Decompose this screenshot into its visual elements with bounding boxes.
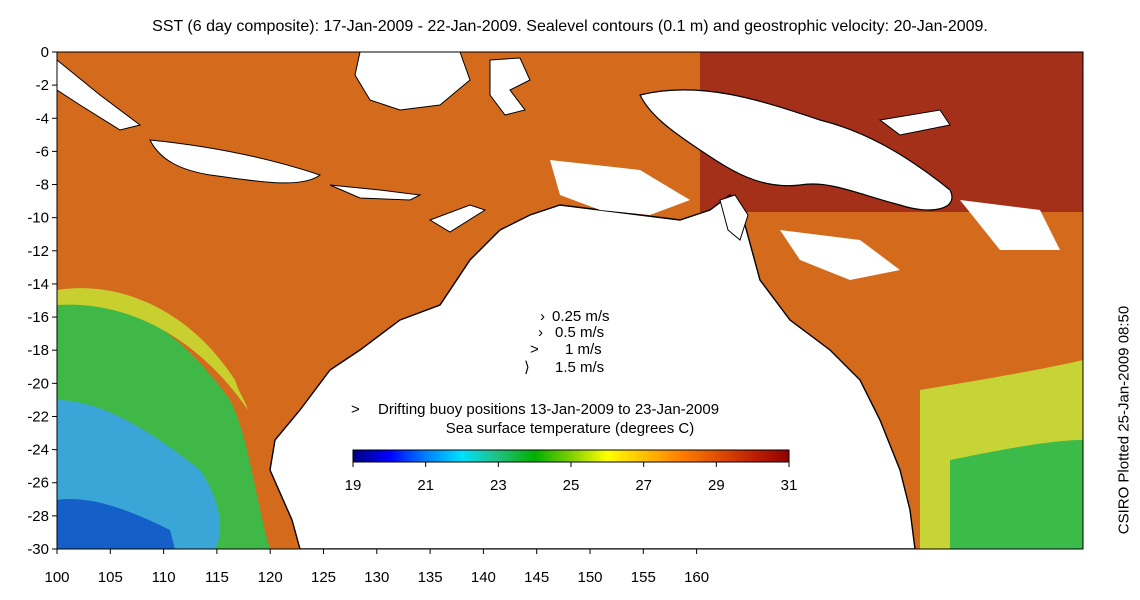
- x-tick-label: 155: [631, 569, 656, 586]
- x-tick-label: 145: [524, 569, 549, 586]
- x-tick-label: 125: [311, 569, 336, 586]
- velocity-label: 0.25 m/s: [552, 308, 610, 325]
- cloud-gap: [960, 200, 1060, 250]
- x-tick-label: 135: [418, 569, 443, 586]
- colorbar-tick-label: 19: [345, 477, 362, 494]
- velocity-label: 1 m/s: [565, 341, 602, 358]
- cloud-gap: [550, 160, 690, 215]
- sst-colorbar: Sea surface temperature (degrees C) 19 21…: [345, 420, 798, 494]
- x-tick-label: 160: [684, 569, 709, 586]
- timor-landmass: [428, 204, 487, 233]
- y-tick-label: -4: [36, 110, 49, 127]
- sumatra-landmass: [57, 59, 142, 131]
- lesser-sunda-islands: [329, 184, 422, 201]
- y-tick-label: -24: [27, 442, 49, 459]
- cloud-gap: [780, 230, 900, 280]
- colorbar-tick-label: 29: [708, 477, 725, 494]
- colorbar-tick-label: 23: [490, 477, 507, 494]
- x-axis: 100 105 110 115 120 125 130 135 140 145 150 155 160: [44, 549, 709, 586]
- velocity-arrow-glyph: ›: [538, 324, 543, 341]
- y-tick-label: -28: [27, 508, 49, 525]
- x-tick-label: 130: [364, 569, 389, 586]
- sea-surface-coldest-sw: [57, 499, 175, 549]
- borneo-landmass: [354, 52, 471, 111]
- y-tick-label: -12: [27, 243, 49, 260]
- y-tick-label: -14: [27, 276, 49, 293]
- colorbar-bar: [352, 449, 790, 463]
- map-title: SST (6 day composite): 17-Jan-2009 - 22-…: [152, 18, 988, 35]
- y-axis: 0 -2 -4 -6 -8 -10 -12 -14 -16 -18 -20 -22 -24 -26 -28 -…: [27, 44, 57, 558]
- new-britain-landmass: [878, 109, 951, 136]
- colorbar-tick-label: 25: [563, 477, 580, 494]
- y-tick-label: -30: [27, 541, 49, 558]
- y-tick-label: -26: [27, 475, 49, 492]
- colorbar-tick-label: 27: [635, 477, 652, 494]
- colorbar-tick-label: 31: [781, 477, 798, 494]
- sea-surface-cool-se: [950, 440, 1083, 549]
- y-tick-label: -2: [36, 77, 49, 94]
- velocity-label: 0.5 m/s: [555, 324, 604, 341]
- y-tick-label: -8: [36, 177, 49, 194]
- velocity-legend: › 0.25 m/s › 0.5 m/s > 1 m/s ⟩ 1.5 m/s: [524, 308, 610, 376]
- y-tick-label: -22: [27, 408, 49, 425]
- velocity-arrow-glyph: ⟩: [524, 359, 530, 376]
- buoy-legend-label: Drifting buoy positions 13-Jan-2009 to 2…: [378, 401, 719, 418]
- x-tick-label: 110: [152, 569, 176, 586]
- colorbar-ticks: 19 21 23 25 27 29 31: [345, 462, 798, 494]
- x-tick-label: 115: [205, 569, 229, 586]
- colorbar-tick-label: 21: [417, 477, 434, 494]
- new-guinea-landmass: [639, 89, 953, 211]
- map-frame: [56, 51, 1084, 550]
- java-landmass: [149, 139, 322, 184]
- buoy-marker: >: [351, 401, 360, 418]
- sulawesi-landmass: [489, 57, 531, 116]
- x-tick-label: 120: [258, 569, 283, 586]
- y-tick-label: 0: [41, 44, 49, 61]
- cape-york-landmass: [719, 194, 749, 241]
- velocity-arrow-glyph: >: [530, 341, 539, 358]
- colorbar-title: Sea surface temperature (degrees C): [446, 420, 694, 437]
- x-tick-label: 100: [44, 569, 69, 586]
- x-tick-label: 150: [577, 569, 602, 586]
- y-tick-label: -16: [27, 309, 49, 326]
- y-tick-label: -20: [27, 375, 49, 392]
- x-tick-label: 140: [471, 569, 496, 586]
- y-tick-label: -6: [36, 143, 49, 160]
- x-tick-label: 105: [98, 569, 123, 586]
- velocity-arrow-glyph: ›: [540, 308, 545, 325]
- y-tick-label: -10: [27, 210, 49, 227]
- buoy-legend: > Drifting buoy positions 13-Jan-2009 to…: [351, 401, 719, 418]
- velocity-label: 1.5 m/s: [555, 359, 604, 376]
- sea-surface-mid-sw: [57, 288, 248, 410]
- y-tick-label: -18: [27, 342, 49, 359]
